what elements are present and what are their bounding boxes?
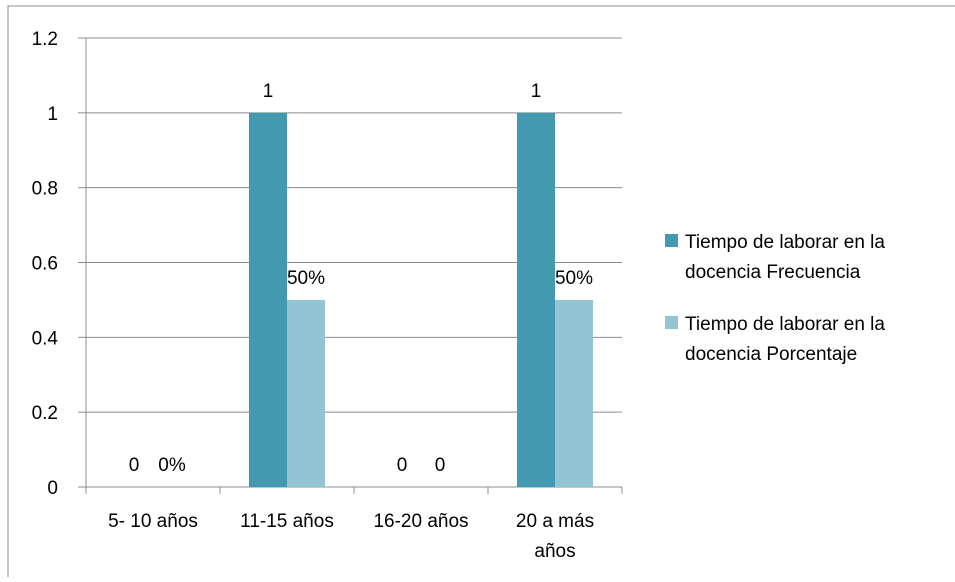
data-label: 0% [158,455,186,476]
legend-swatch [665,316,678,329]
data-label: 1 [531,81,542,102]
x-tick-label: 5- 10 años [108,511,198,532]
y-tick-label: 0.2 [32,403,58,424]
data-labels: 0 0% 1 50% 0 0 1 50% [129,81,593,476]
y-tick-label: 0.4 [32,328,59,349]
chart-frame [7,5,955,582]
x-tick-label: años [534,541,575,562]
legend-label: docencia Porcentaje [685,344,857,365]
axes: 0 0.2 0.4 0.6 0.8 1 1.2 5- 10 años 11-15 años 16-… [32,29,623,562]
bar [555,299,593,487]
data-label: 0 [435,455,446,476]
data-label: 0 [397,455,408,476]
legend-swatch [665,234,678,247]
data-label: 0 [129,455,140,476]
y-tick-label: 0.8 [32,179,58,200]
legend-label: Tiempo de laborar en la [685,314,885,335]
y-tick-label: 1 [47,104,58,125]
legend-label: Tiempo de laborar en la [685,232,885,253]
bar [249,112,287,487]
x-tick-label: 20 a más [516,511,594,532]
y-tick-label: 1.2 [32,29,58,50]
x-tick-label: 11-15 años [240,511,334,532]
y-tick-label: 0.6 [32,254,58,275]
data-label: 50% [555,268,593,289]
bar [517,112,555,487]
legend-label: docencia Frecuencia [685,262,861,283]
data-label: 50% [287,268,325,289]
x-tick-label: 16-20 años [373,511,468,532]
legend: Tiempo de laborar en la docencia Frecuenc… [665,232,885,365]
y-tick-label: 0 [47,478,58,499]
bars [249,112,593,487]
data-label: 1 [263,81,274,102]
bar [287,299,325,487]
